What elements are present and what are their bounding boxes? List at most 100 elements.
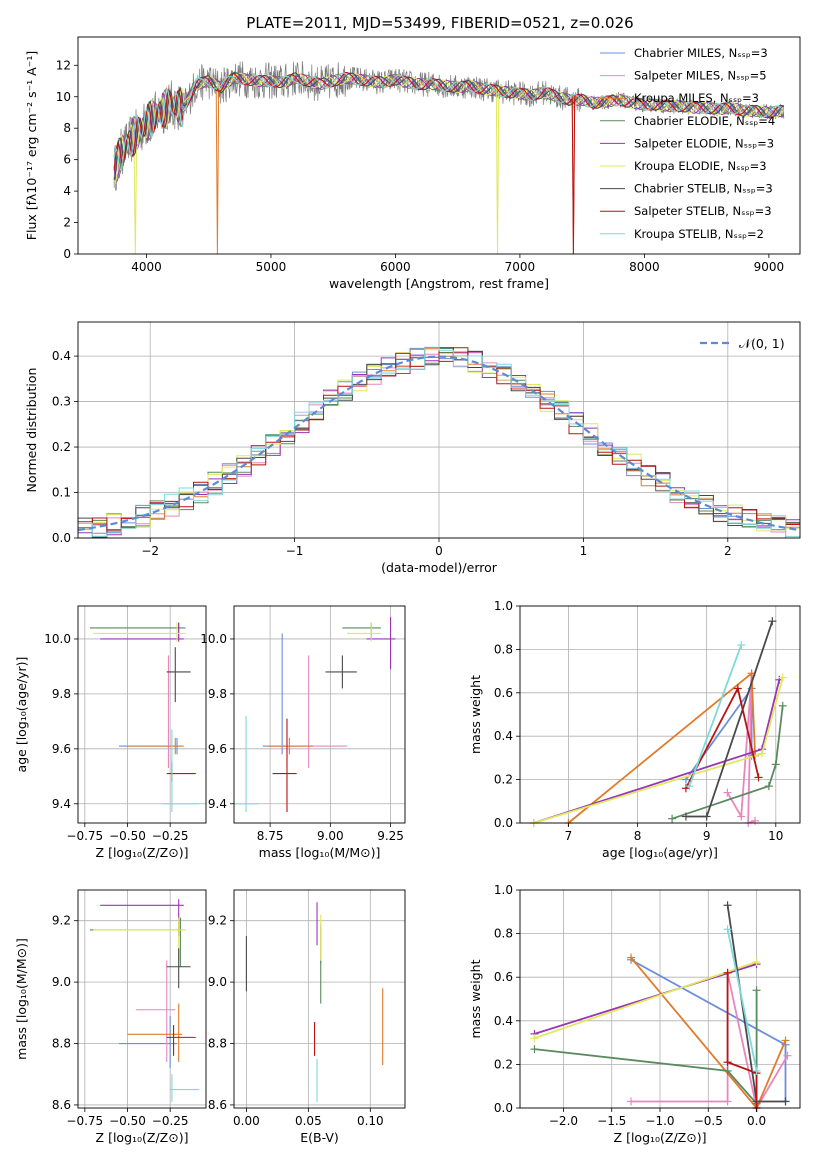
y-tick-label: 8.8 xyxy=(208,1037,227,1051)
model-spectrum-salpeter_stelib xyxy=(113,71,785,254)
weight-point-chabrier_elodie xyxy=(530,1045,539,1054)
axes-frame xyxy=(77,889,207,1109)
legend-label-salpeter_elodie: Salpeter ELODIE, Nₛₛₚ=3 xyxy=(634,136,774,150)
y-tick-label: 0.4 xyxy=(52,349,71,363)
legend-label-kroupa_miles: Kroupa MILES, Nₛₛₚ=3 xyxy=(634,91,759,105)
y-tick-label: 10.0 xyxy=(200,632,227,646)
y-tick-label: 8.6 xyxy=(52,1098,71,1112)
y-tick-label: 8.8 xyxy=(52,1037,71,1051)
panel-weight_vs_Z: −2.0 −1.5 −1.0 −0.5 0.0 0.0 0.2 0.4 0.6 0.8 1.0 Z [… xyxy=(468,883,801,1145)
weight-point-kroupa_elodie xyxy=(530,1034,539,1043)
x-axis-label: age [log₁₀(age/yr)] xyxy=(602,845,718,860)
x-tick-label: 2 xyxy=(724,544,732,558)
weight-line-kroupa_stelib xyxy=(688,644,743,787)
y-tick-label: 10 xyxy=(56,90,71,104)
figure-title: PLATE=2011, MJD=53499, FIBERID=0521, z=0… xyxy=(246,14,633,32)
weight-point-salpeter_miles xyxy=(723,788,732,797)
legend-label-salpeter_miles: Salpeter MILES, Nₛₛₚ=5 xyxy=(634,69,767,83)
y-tick-label: 0.0 xyxy=(494,816,513,830)
y-tick-label: 2 xyxy=(63,216,71,230)
axes-frame xyxy=(519,605,801,824)
errorbar-kroupa_stelib xyxy=(234,715,259,813)
plot-area-mass_vs_EBV xyxy=(245,902,384,1102)
x-axis-label: mass [log₁₀(M/M⊙)] xyxy=(259,845,381,860)
legend-label-normal: 𝒩(0, 1) xyxy=(739,336,785,351)
errorbar-kroupa_elodie xyxy=(93,917,186,961)
y-tick-label: 0.0 xyxy=(52,531,71,545)
y-tick-label: 9.6 xyxy=(52,742,71,756)
y-tick-label: 0.0 xyxy=(494,1101,513,1115)
y-tick-label: 0.3 xyxy=(52,395,71,409)
weight-point-salpeter_stelib xyxy=(723,1058,732,1067)
errorbar-salpeter_stelib xyxy=(166,1025,196,1056)
y-tick-label: 0.8 xyxy=(494,642,513,656)
weight-point-salpeter_stelib xyxy=(754,773,763,782)
weight-point-chabrier_elodie xyxy=(771,760,780,769)
y-tick-label: 4 xyxy=(63,184,71,198)
x-tick-label: −0.50 xyxy=(109,829,146,843)
y-tick-label: 9.4 xyxy=(208,797,227,811)
weight-point-kroupa_miles xyxy=(781,1036,790,1045)
x-tick-label: 7000 xyxy=(505,260,536,274)
y-tick-label: 0.4 xyxy=(494,729,513,743)
y-tick-label: 0.6 xyxy=(494,970,513,984)
y-tick-label: 9.8 xyxy=(52,687,71,701)
errorbar-kroupa_stelib xyxy=(161,729,200,813)
panel-weight_vs_age: 7 8 9 10 0.0 0.2 0.4 0.6 0.8 1.0 age [log₁₀(age/yr… xyxy=(468,599,801,860)
weight-point-salpeter_miles xyxy=(751,816,760,825)
y-tick-label: 0.1 xyxy=(52,486,71,500)
errorbar-chabrier_stelib xyxy=(325,655,357,689)
errorbar-salpeter_stelib xyxy=(272,718,297,813)
y-tick-label: 0.4 xyxy=(494,1014,513,1028)
y-tick-label: 9.2 xyxy=(208,914,227,928)
errorbar-kroupa_miles xyxy=(267,737,314,755)
errorbar-kroupa_miles xyxy=(127,737,184,755)
weight-point-kroupa_elodie xyxy=(757,749,766,758)
axes-frame xyxy=(77,36,801,255)
weight-point-chabrier_stelib xyxy=(768,617,777,626)
errorbar-kroupa_miles xyxy=(127,1003,183,1062)
errorbar-chabrier_elodie xyxy=(89,917,186,967)
weight-point-salpeter_stelib xyxy=(733,684,742,693)
x-tick-label: −1.5 xyxy=(597,1114,626,1128)
x-tick-label: 8 xyxy=(634,829,642,843)
weight-line-chabrier_elodie xyxy=(534,990,758,1106)
x-axis-label: E(B-V) xyxy=(300,1130,339,1145)
legend-label-salpeter_stelib: Salpeter STELIB, Nₛₛₚ=3 xyxy=(634,204,772,218)
errorbar-chabrier_elodie xyxy=(89,622,186,639)
weight-point-kroupa_stelib xyxy=(685,782,694,791)
x-tick-label: −0.25 xyxy=(152,1114,189,1128)
x-tick-label: −0.75 xyxy=(66,1114,103,1128)
weight-point-kroupa_stelib xyxy=(737,641,746,650)
legend-spectrum: Chabrier MILES, Nₛₛₚ=3 Salpeter MILES, Nₛ… xyxy=(600,46,775,241)
y-tick-label: 0 xyxy=(63,247,71,261)
weight-point-chabrier_elodie xyxy=(668,814,677,823)
legend-histogram: 𝒩(0, 1) xyxy=(700,336,785,351)
y-tick-label: 1.0 xyxy=(494,883,513,897)
x-axis-label: Z [log₁₀(Z/Z⊙)] xyxy=(96,1130,189,1145)
plot-area-spectrum xyxy=(113,61,785,254)
legend-label-chabrier_elodie: Chabrier ELODIE, Nₛₛₚ=4 xyxy=(634,114,775,128)
x-tick-label: 6000 xyxy=(380,260,411,274)
y-tick-label: 0.2 xyxy=(494,1057,513,1071)
plot-area-age_vs_mass xyxy=(234,616,396,813)
errorbar-kroupa_elodie xyxy=(347,622,381,642)
weight-point-chabrier_elodie xyxy=(778,701,787,710)
plot-area-weight_vs_age xyxy=(529,617,787,827)
errorbar-kroupa_elodie xyxy=(93,622,186,642)
errorbar-salpeter_elodie xyxy=(100,622,184,642)
plot-area-residual_histogram xyxy=(78,346,800,538)
errorbar-salpeter_stelib xyxy=(166,762,196,782)
x-tick-label: 8000 xyxy=(629,260,660,274)
weight-point-kroupa_elodie xyxy=(778,673,787,682)
weight-point-chabrier_elodie xyxy=(752,986,761,995)
x-tick-label: −0.75 xyxy=(66,829,103,843)
y-tick-label: 0.2 xyxy=(494,773,513,787)
y-tick-label: 9.4 xyxy=(52,797,71,811)
plot-area-age_vs_Z xyxy=(89,622,200,813)
legend-label-kroupa_stelib: Kroupa STELIB, Nₛₛₚ=2 xyxy=(634,227,764,241)
y-axis-label: Flux [fλ10⁻¹⁷ erg cm⁻² s⁻¹ A⁻¹] xyxy=(24,51,39,240)
y-tick-label: 9.0 xyxy=(52,975,71,989)
y-tick-label: 0.8 xyxy=(494,927,513,941)
weight-point-kroupa_elodie xyxy=(752,957,761,966)
